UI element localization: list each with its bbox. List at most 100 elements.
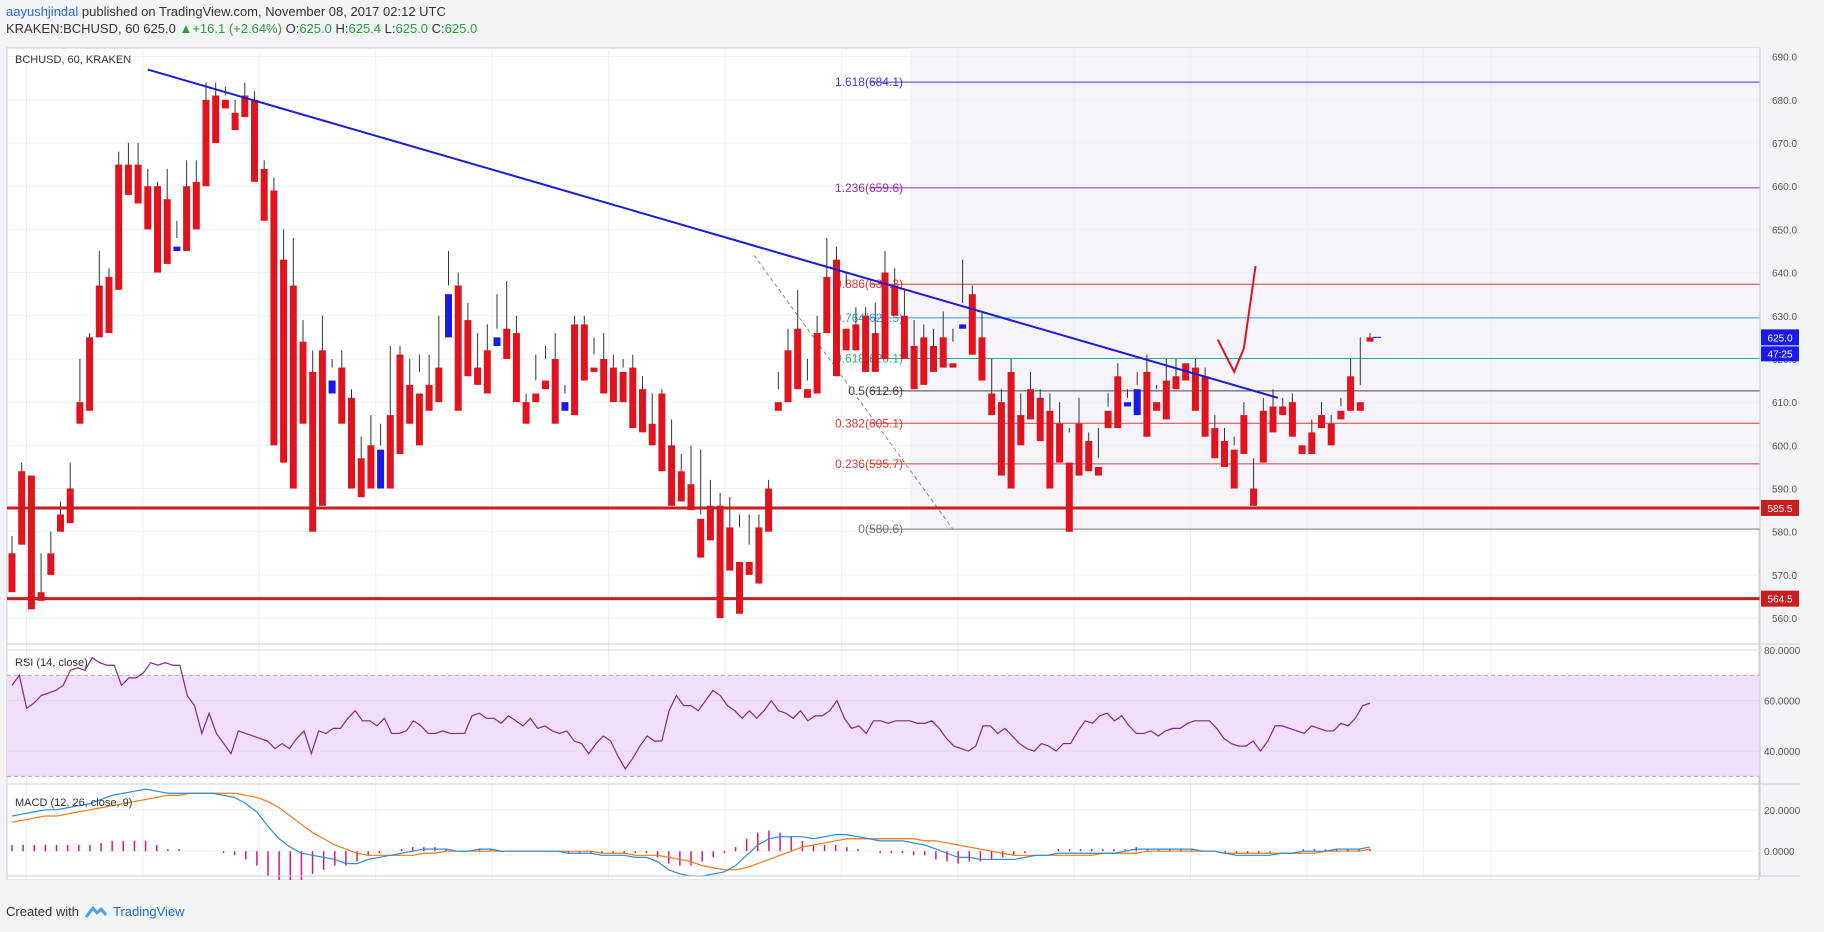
candle-bear — [648, 423, 656, 446]
candle-bear — [706, 505, 714, 541]
symbol-line: KRAKEN:BCHUSD, 60 625.0 ▲+16.1 (+2.64%) … — [6, 21, 477, 36]
macd-tick-label: 20.0000 — [1764, 806, 1801, 817]
support-label-bg — [1761, 590, 1799, 607]
candle-bear — [27, 475, 35, 610]
chart-canvas[interactable]: 560.0570.0580.0590.0600.0610.0620.0630.0… — [0, 44, 1824, 880]
candle-bear — [105, 276, 113, 334]
candle-bear — [1269, 406, 1277, 433]
open-value: 625.0 — [299, 21, 332, 36]
projection-path — [1216, 265, 1257, 375]
price-tick-label: 670.0 — [1772, 139, 1797, 150]
candle-bear — [1250, 488, 1258, 506]
candle-bear — [842, 328, 850, 351]
candle-bear — [580, 324, 588, 381]
tradingview-logo-icon — [84, 906, 107, 918]
candle-bear — [386, 415, 394, 489]
candle-bear — [1318, 415, 1325, 429]
candle-bear — [309, 371, 317, 532]
close-value: 625.0 — [444, 21, 478, 36]
price-tick-label: 560.0 — [1772, 614, 1797, 625]
candle-bear — [406, 384, 414, 424]
candle-bear — [464, 320, 472, 377]
price-change: +16.1 (+2.64%) — [192, 21, 282, 36]
candle-bear — [677, 471, 685, 502]
candle-bear — [280, 259, 288, 463]
price-tick-label: 680.0 — [1772, 96, 1797, 107]
candle-bear — [1240, 415, 1248, 454]
chart-header: aayushjindal published on TradingView.co… — [0, 0, 1824, 44]
candle-bear — [289, 285, 297, 489]
macd-signal-line — [11, 792, 1371, 871]
support-label-bg — [1761, 499, 1799, 516]
candle-bear — [183, 186, 191, 251]
candle-bear — [852, 324, 860, 351]
candle-bear — [76, 402, 84, 424]
candle-bear — [1153, 402, 1161, 411]
candle-bear — [425, 384, 433, 411]
countdown-bg — [1761, 346, 1799, 362]
candle-bear — [1201, 376, 1209, 437]
rsi-tick-label: 40.0000 — [1764, 747, 1801, 758]
candle-bear — [784, 350, 792, 403]
candle-bear — [115, 164, 123, 290]
countdown-label: 47:25 — [1767, 349, 1792, 360]
candle-bear — [1056, 423, 1064, 463]
support-label: 585.5 — [1767, 504, 1792, 515]
candle-bear — [1211, 428, 1219, 459]
candle-bear — [551, 358, 559, 424]
candle-bear — [338, 367, 346, 424]
candle-bull — [173, 246, 181, 251]
candle-bear — [697, 518, 705, 558]
candle-bear — [968, 294, 976, 355]
candle-bear — [483, 350, 491, 394]
candle-bear — [124, 164, 132, 195]
candle-bear — [803, 389, 811, 398]
candle-bear — [794, 328, 802, 390]
candle-bear — [629, 367, 637, 429]
candle-bear — [542, 380, 549, 390]
candle-bear — [1036, 397, 1044, 442]
fib-level-label: 1.236(659.6) — [835, 181, 903, 195]
candle-bear — [920, 337, 928, 385]
candle-bear — [687, 484, 695, 511]
fib-level-label: 0.236(595.7) — [835, 457, 903, 471]
candle-bear — [939, 337, 947, 368]
candle-bear — [833, 259, 840, 377]
candle-bull — [377, 449, 385, 489]
candle-bear — [862, 315, 870, 372]
candle-bear — [318, 350, 326, 506]
price-tick-label: 660.0 — [1772, 182, 1797, 193]
fib-level-label: 0(580.6) — [858, 522, 903, 536]
candle-bear — [930, 346, 937, 372]
candle-bear — [86, 337, 94, 411]
candle-bear — [260, 168, 268, 221]
high-label: H: — [335, 21, 349, 36]
candle-bear — [154, 186, 161, 273]
candle-bear — [47, 553, 55, 575]
candle-bear — [755, 527, 763, 584]
candle-bear — [736, 561, 743, 614]
published-text: published on TradingView.com, November 0… — [81, 4, 446, 19]
price-tick-label: 630.0 — [1772, 312, 1797, 323]
candle-bear — [357, 458, 365, 498]
rsi-line — [11, 656, 1371, 770]
author-link[interactable]: aayushjindal — [6, 4, 79, 19]
tradingview-link[interactable]: TradingView — [112, 904, 185, 919]
candle-bear — [454, 285, 462, 411]
candle-bear — [891, 285, 899, 316]
candle-bear — [435, 367, 443, 403]
candle-bear — [221, 99, 229, 109]
candle-bear — [1085, 441, 1093, 472]
candle-bear — [658, 393, 666, 472]
candle-bear — [1298, 445, 1306, 454]
candle-bear — [745, 561, 753, 575]
candle-bear — [609, 367, 617, 403]
rsi-pane: 40.0000 60.0000 80.0000 RSI (14, close) — [7, 645, 1801, 785]
price-tick-label: 580.0 — [1772, 528, 1797, 539]
candle-bear — [881, 272, 889, 359]
price-tick-label: 640.0 — [1772, 269, 1797, 280]
candle-bear — [299, 341, 307, 424]
price-tick-label: 600.0 — [1772, 441, 1797, 452]
candle-bear — [415, 393, 423, 446]
candle-bear — [57, 514, 64, 532]
